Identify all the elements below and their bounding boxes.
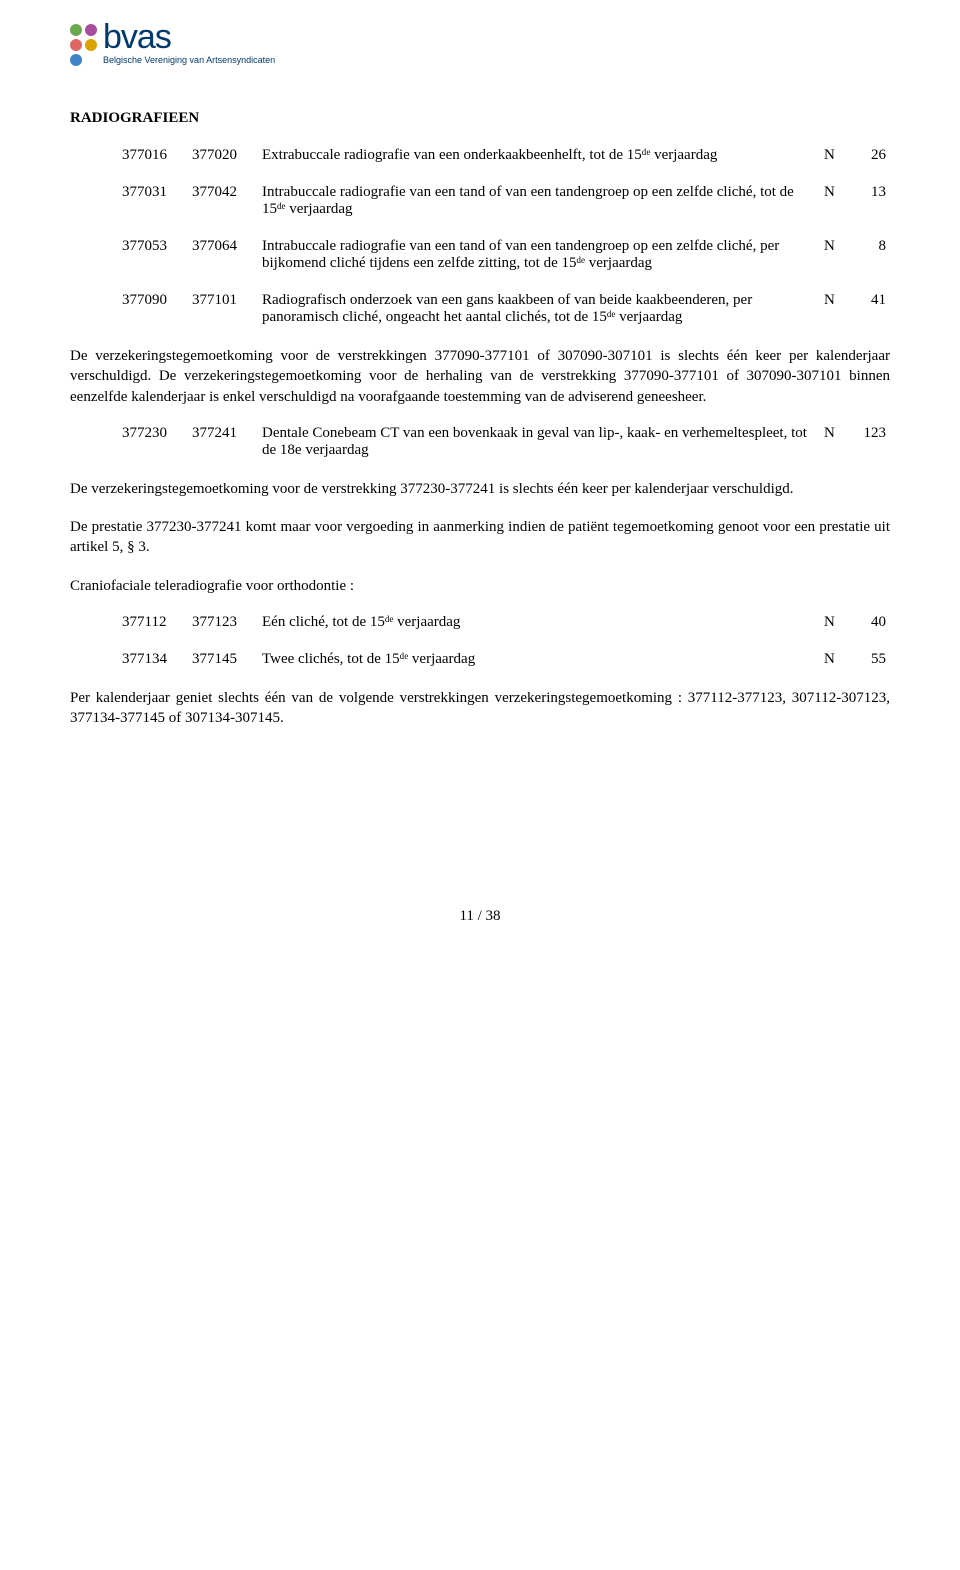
description: Intrabuccale radiografie van een tand of… bbox=[258, 184, 820, 238]
note-paragraph: Per kalenderjaar geniet slechts één van … bbox=[70, 688, 890, 729]
note-paragraph: De verzekeringstegemoetkoming voor de ve… bbox=[70, 479, 890, 499]
entries-table-3: 377112377123Eén cliché, tot de 15ᵈᵉ verj… bbox=[118, 614, 890, 688]
logo-text: bvas Belgische Vereniging van Artsensynd… bbox=[103, 20, 275, 66]
note-paragraph: De verzekeringstegemoetkoming voor de ve… bbox=[70, 346, 890, 407]
table-row: 377134377145Twee clichés, tot de 15ᵈᵉ ve… bbox=[118, 651, 890, 688]
code-1: 377134 bbox=[118, 651, 188, 688]
value: 8 bbox=[850, 238, 890, 292]
code-1: 377230 bbox=[118, 425, 188, 479]
logo-dots bbox=[70, 24, 97, 66]
code-2: 377101 bbox=[188, 292, 258, 346]
letter: N bbox=[820, 238, 850, 292]
description: Twee clichés, tot de 15ᵈᵉ verjaardag bbox=[258, 651, 820, 688]
code-1: 377112 bbox=[118, 614, 188, 651]
value: 55 bbox=[850, 651, 890, 688]
description: Intrabuccale radiografie van een tand of… bbox=[258, 238, 820, 292]
table-row: 377016377020Extrabuccale radiografie van… bbox=[118, 147, 890, 184]
note-paragraph: De prestatie 377230-377241 komt maar voo… bbox=[70, 517, 890, 558]
description: Eén cliché, tot de 15ᵈᵉ verjaardag bbox=[258, 614, 820, 651]
dot-icon bbox=[70, 39, 82, 51]
note-paragraph: Craniofaciale teleradiografie voor ortho… bbox=[70, 576, 890, 596]
table-row: 377230377241Dentale Conebeam CT van een … bbox=[118, 425, 890, 479]
code-1: 377090 bbox=[118, 292, 188, 346]
logo-subtitle: Belgische Vereniging van Artsensyndicate… bbox=[103, 56, 275, 66]
value: 13 bbox=[850, 184, 890, 238]
letter: N bbox=[820, 651, 850, 688]
letter: N bbox=[820, 292, 850, 346]
page-footer: 11 / 38 bbox=[70, 908, 890, 925]
value: 40 bbox=[850, 614, 890, 651]
code-2: 377123 bbox=[188, 614, 258, 651]
logo-title: bvas bbox=[103, 20, 275, 54]
table-row: 377031377042Intrabuccale radiografie van… bbox=[118, 184, 890, 238]
value: 41 bbox=[850, 292, 890, 346]
logo: bvas Belgische Vereniging van Artsensynd… bbox=[70, 20, 890, 66]
entries-table-1: 377016377020Extrabuccale radiografie van… bbox=[118, 147, 890, 346]
description: Dentale Conebeam CT van een bovenkaak in… bbox=[258, 425, 820, 479]
code-2: 377241 bbox=[188, 425, 258, 479]
letter: N bbox=[820, 425, 850, 479]
description: Radiografisch onderzoek van een gans kaa… bbox=[258, 292, 820, 346]
code-2: 377020 bbox=[188, 147, 258, 184]
value: 26 bbox=[850, 147, 890, 184]
dot-icon bbox=[85, 39, 97, 51]
letter: N bbox=[820, 147, 850, 184]
value: 123 bbox=[850, 425, 890, 479]
letter: N bbox=[820, 184, 850, 238]
description: Extrabuccale radiografie van een onderka… bbox=[258, 147, 820, 184]
table-row: 377112377123Eén cliché, tot de 15ᵈᵉ verj… bbox=[118, 614, 890, 651]
code-1: 377016 bbox=[118, 147, 188, 184]
code-2: 377064 bbox=[188, 238, 258, 292]
dot-icon bbox=[85, 24, 97, 36]
code-1: 377053 bbox=[118, 238, 188, 292]
dot-icon bbox=[70, 54, 82, 66]
table-row: 377090377101Radiografisch onderzoek van … bbox=[118, 292, 890, 346]
code-1: 377031 bbox=[118, 184, 188, 238]
section-title: RADIOGRAFIEEN bbox=[70, 110, 890, 127]
code-2: 377145 bbox=[188, 651, 258, 688]
code-2: 377042 bbox=[188, 184, 258, 238]
dot-icon bbox=[70, 24, 82, 36]
letter: N bbox=[820, 614, 850, 651]
table-row: 377053377064Intrabuccale radiografie van… bbox=[118, 238, 890, 292]
entries-table-2: 377230377241Dentale Conebeam CT van een … bbox=[118, 425, 890, 479]
